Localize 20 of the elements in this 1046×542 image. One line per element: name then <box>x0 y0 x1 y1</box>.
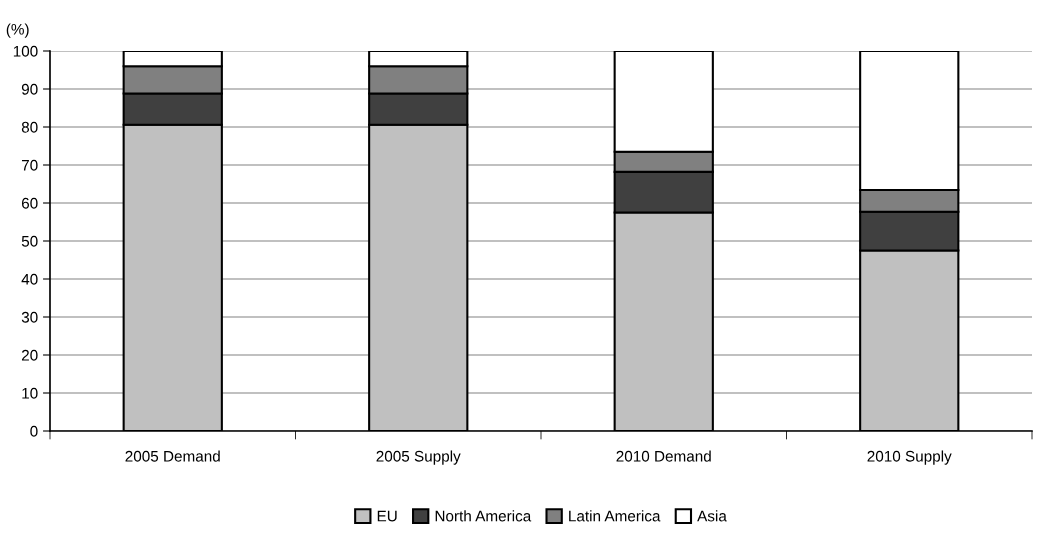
x-tick-label: 2010 Demand <box>616 450 711 462</box>
x-tick-label: 2005 Demand <box>125 450 220 462</box>
y-tick-label: 20 <box>21 349 38 361</box>
y-tick-label: 0 <box>30 425 38 437</box>
legend-label: Latin America <box>569 510 661 522</box>
x-tick-label: 2010 Supply <box>867 450 952 465</box>
y-tick-label: 30 <box>21 311 38 323</box>
y-tick-label: 70 <box>21 159 38 171</box>
y-tick-label: 10 <box>22 387 38 399</box>
y-tick-label: 100 <box>13 45 38 57</box>
y-tick-label: 80 <box>21 121 38 133</box>
y-tick-label: 50 <box>21 235 38 247</box>
y-tick-label: 60 <box>21 197 38 209</box>
x-tick-label: 2005 Supply <box>376 450 461 465</box>
y-axis-title: (%) <box>6 23 29 38</box>
legend-label: Asia <box>697 510 727 522</box>
y-tick-label: 90 <box>21 83 38 95</box>
y-tick-label: 40 <box>21 273 38 285</box>
legend-label: North America <box>435 510 532 522</box>
legend-label: EU <box>377 510 397 522</box>
